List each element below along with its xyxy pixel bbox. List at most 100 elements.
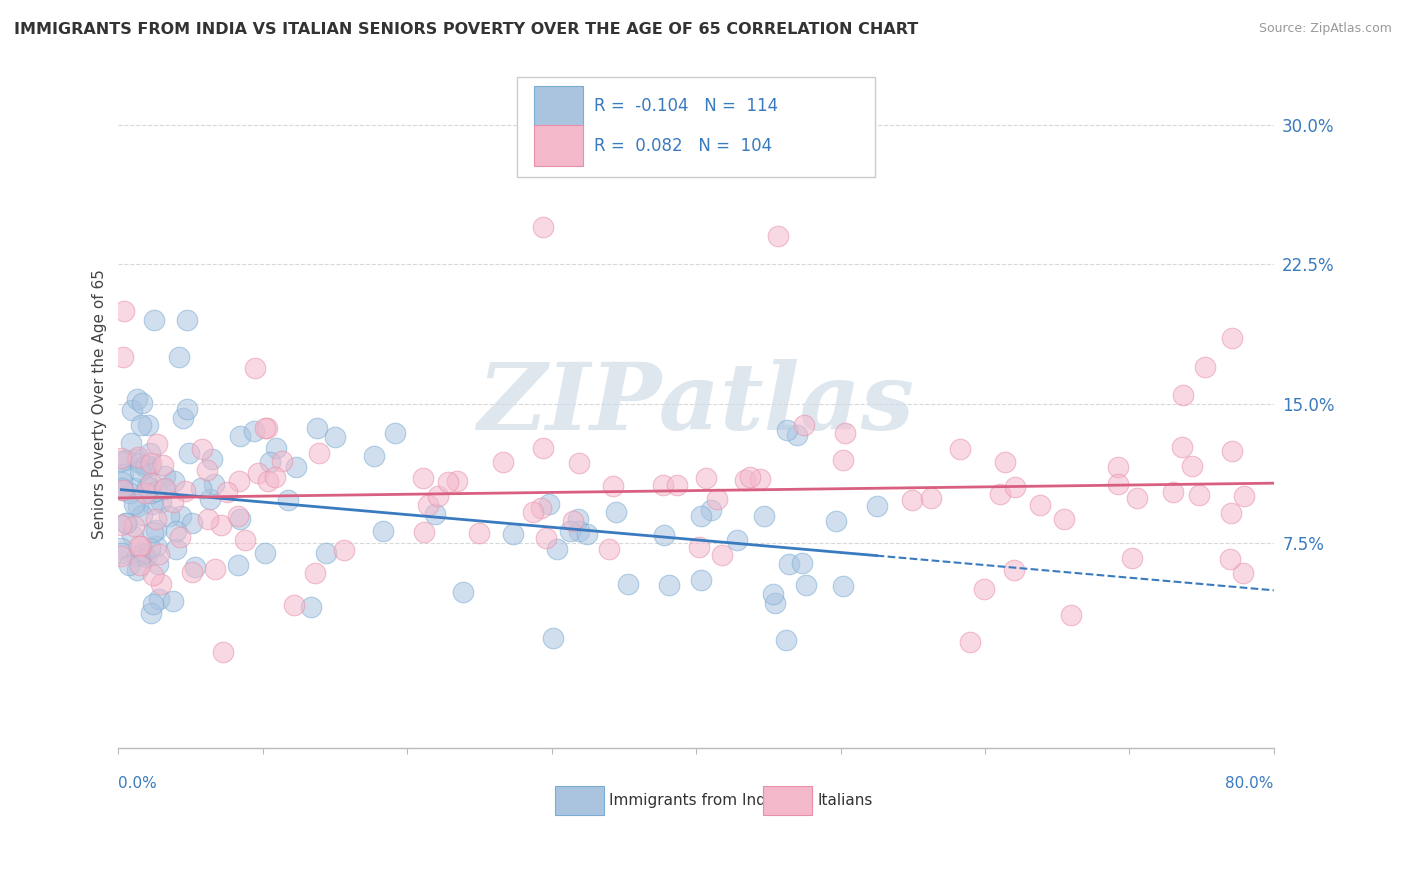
Point — [128, 540, 150, 554]
FancyBboxPatch shape — [555, 786, 603, 814]
Point — [112, 303, 135, 318]
FancyBboxPatch shape — [534, 126, 583, 166]
Point — [725, 533, 748, 547]
Point — [165, 524, 187, 538]
Point — [163, 475, 186, 489]
Point — [538, 497, 561, 511]
Point — [110, 450, 132, 465]
Point — [181, 565, 204, 579]
Point — [1188, 488, 1211, 502]
Point — [323, 430, 346, 444]
Point — [688, 540, 710, 554]
Point — [522, 505, 544, 519]
Point — [468, 525, 491, 540]
Text: Immigrants from India: Immigrants from India — [609, 793, 780, 808]
Point — [1107, 459, 1129, 474]
Point — [794, 577, 817, 591]
Point — [122, 518, 145, 533]
Point — [195, 462, 218, 476]
Point — [142, 313, 165, 327]
Point — [492, 454, 515, 468]
Point — [138, 446, 160, 460]
Point — [172, 410, 194, 425]
Point — [305, 420, 328, 434]
Point — [371, 524, 394, 539]
Point — [568, 456, 591, 470]
Point — [170, 509, 193, 524]
Point — [141, 497, 163, 511]
Point — [153, 481, 176, 495]
Point — [602, 479, 624, 493]
Point — [145, 523, 167, 537]
Point — [710, 548, 733, 562]
Point — [141, 476, 163, 491]
Point — [197, 512, 219, 526]
Point — [567, 511, 589, 525]
Point — [117, 558, 139, 573]
Point — [531, 441, 554, 455]
Point — [121, 528, 143, 542]
Point — [121, 403, 143, 417]
Point — [658, 578, 681, 592]
Point — [832, 453, 855, 467]
Point — [146, 557, 169, 571]
Point — [834, 425, 856, 440]
Point — [423, 507, 446, 521]
Point — [148, 547, 170, 561]
Point — [256, 474, 278, 488]
Point — [145, 512, 167, 526]
Point — [110, 549, 132, 563]
Point — [437, 475, 460, 490]
Point — [700, 503, 723, 517]
Point — [264, 442, 287, 456]
Point — [134, 486, 156, 500]
Point — [146, 437, 169, 451]
Point — [959, 635, 981, 649]
Point — [166, 541, 188, 556]
Point — [167, 351, 190, 365]
Point — [384, 425, 406, 440]
Point — [749, 472, 772, 486]
Point — [242, 424, 264, 438]
Point — [283, 598, 305, 612]
FancyBboxPatch shape — [763, 786, 811, 814]
Point — [831, 579, 853, 593]
Point — [666, 478, 689, 492]
Point — [762, 587, 785, 601]
Point — [304, 566, 326, 581]
Point — [1220, 330, 1243, 344]
Point — [332, 543, 354, 558]
Point — [1194, 360, 1216, 375]
Point — [446, 474, 468, 488]
Point — [259, 455, 281, 469]
Point — [598, 542, 620, 557]
Point — [184, 560, 207, 574]
Point — [148, 592, 170, 607]
Point — [114, 516, 136, 530]
Point — [176, 313, 198, 327]
Point — [122, 497, 145, 511]
Point — [181, 516, 204, 531]
Point — [112, 467, 135, 481]
Point — [775, 632, 797, 647]
Point — [246, 466, 269, 480]
Point — [127, 452, 149, 467]
Text: 0.0%: 0.0% — [118, 776, 157, 791]
Text: 80.0%: 80.0% — [1226, 776, 1274, 791]
Point — [416, 498, 439, 512]
Point — [1220, 443, 1243, 458]
Point — [120, 435, 142, 450]
Point — [135, 479, 157, 493]
Point — [793, 417, 815, 432]
Point — [1052, 511, 1074, 525]
Point — [1171, 440, 1194, 454]
Point — [652, 478, 675, 492]
Point — [256, 420, 278, 434]
Point — [689, 508, 711, 523]
Point — [558, 524, 581, 538]
Point — [118, 486, 141, 500]
Point — [115, 516, 138, 530]
Y-axis label: Seniors Poverty Over the Age of 65: Seniors Poverty Over the Age of 65 — [93, 268, 107, 539]
Point — [1004, 479, 1026, 493]
Point — [1171, 387, 1194, 401]
